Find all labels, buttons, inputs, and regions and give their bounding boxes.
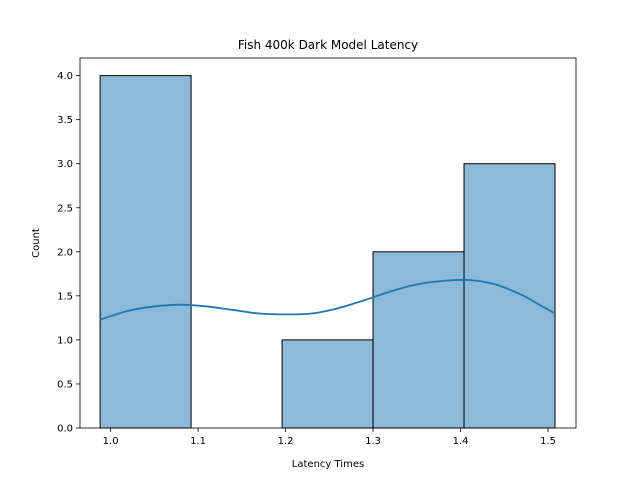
y-tick-label: 1.5 [57,291,73,302]
x-axis-ticks: 1.0 1.1 1.2 1.3 1.4 1.5 [103,428,556,447]
y-tick-label: 2.0 [57,247,73,258]
histogram-bar-3 [372,251,465,429]
x-tick-label: 1.3 [365,436,381,447]
x-tick-label: 1.5 [540,436,556,447]
y-tick-label: 4.0 [57,71,73,82]
kde-line [99,278,556,321]
x-tick-label: 1.2 [278,436,294,447]
histogram-bar-4 [463,163,556,429]
y-tick-label: 2.5 [57,203,73,214]
y-tick-label: 3.5 [57,115,73,126]
x-tick-label: 1.4 [453,436,469,447]
y-axis-ticks: 0.0 0.5 1.0 1.5 2.0 2.5 3.0 3.5 4.0 [57,71,80,435]
histogram-bar-0 [99,75,192,429]
y-axis-label: Count [31,228,42,258]
histogram-bar-2 [281,339,374,429]
y-tick-label: 0.0 [57,424,73,435]
x-axis-label: Latency Times [292,459,364,470]
plot-frame [79,57,577,429]
y-tick-label: 1.0 [57,335,73,346]
y-tick-label: 0.5 [57,379,73,390]
y-tick-label: 3.0 [57,159,73,170]
x-tick-label: 1.1 [190,436,206,447]
x-tick-label: 1.0 [103,436,119,447]
chart-title: Fish 400k Dark Model Latency [238,38,418,52]
